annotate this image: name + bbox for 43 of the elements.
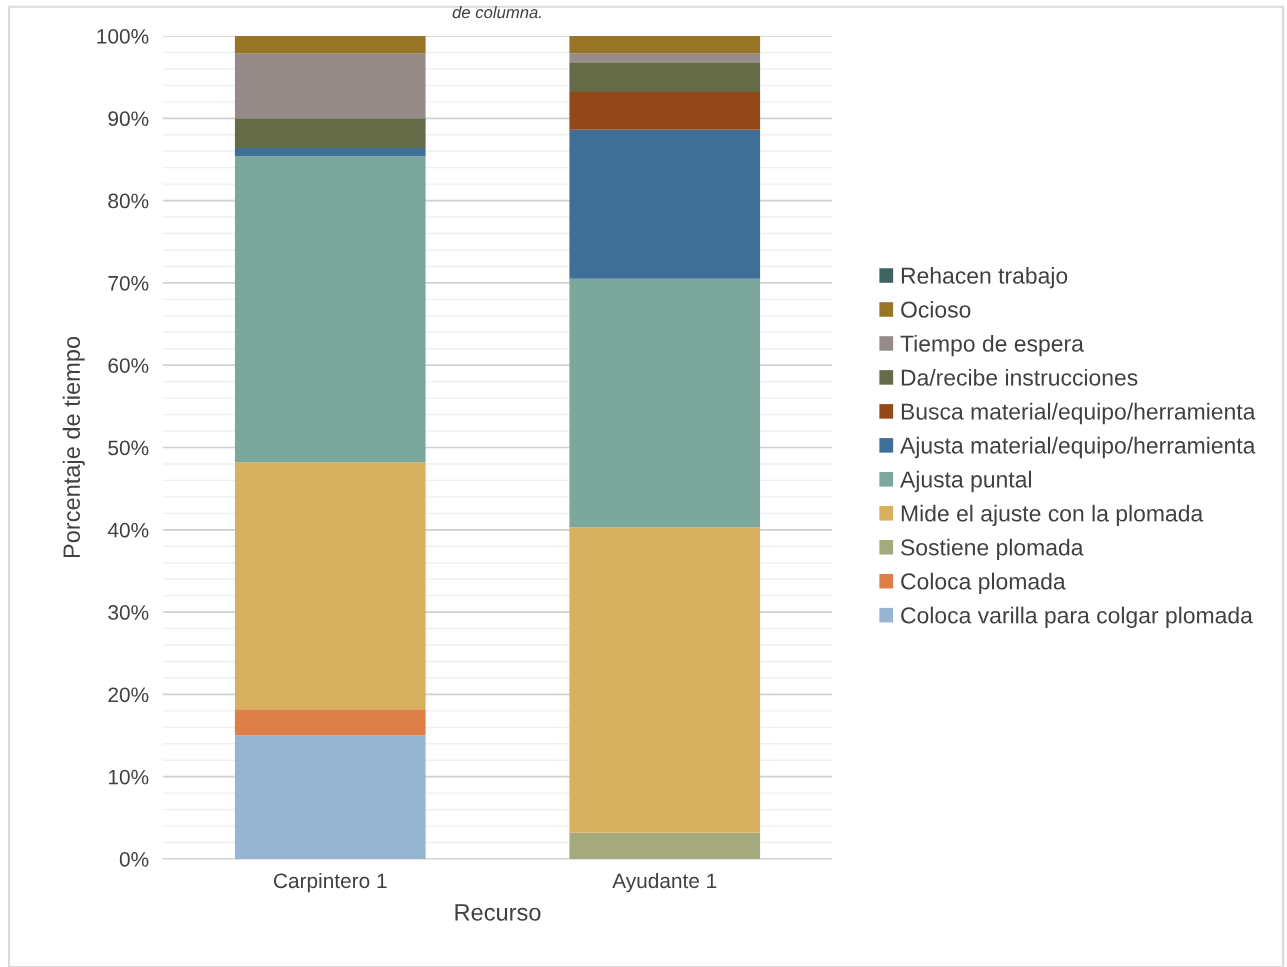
legend-label: Coloca varilla para colgar plomada bbox=[901, 606, 1253, 629]
y-tick-label: 100% bbox=[97, 29, 149, 44]
y-tick-label: 80% bbox=[108, 193, 149, 209]
y-tick-label: 20% bbox=[108, 687, 149, 703]
legend-label: Ajusta material/equipo/herramienta bbox=[900, 436, 1256, 459]
y-tick-label: 0% bbox=[119, 852, 149, 867]
bar bbox=[234, 118, 426, 148]
y-tick-label: 90% bbox=[108, 111, 149, 127]
legend-label: Ajusta puntal bbox=[900, 470, 1031, 493]
legend-label: Da/recibe instrucciones bbox=[901, 368, 1138, 386]
y-axis-title: Porcentaje de tiempo bbox=[62, 336, 85, 558]
bar bbox=[234, 53, 426, 119]
bar bbox=[569, 278, 761, 528]
legend-label: Sostiene plomada bbox=[901, 538, 1084, 561]
legend-label: Mide el ajuste con la plomada bbox=[901, 504, 1204, 527]
x-tick-label: Carpintero 1 bbox=[273, 872, 387, 893]
bar bbox=[569, 527, 761, 833]
y-tick-label: 10% bbox=[109, 769, 149, 785]
bar bbox=[234, 735, 426, 859]
bar bbox=[569, 129, 761, 279]
legend-label: Rehacen trabajo bbox=[901, 266, 1068, 289]
legend-label: Ocioso bbox=[901, 300, 971, 318]
bar bbox=[569, 53, 761, 63]
legend-label: Coloca plomada bbox=[901, 572, 1066, 595]
bar bbox=[569, 91, 761, 130]
y-tick-label: 70% bbox=[108, 275, 149, 291]
bar bbox=[234, 462, 426, 710]
legend-label: Tiempo de espera bbox=[900, 334, 1084, 357]
bar bbox=[234, 147, 426, 157]
x-axis-title: Recurso bbox=[455, 904, 541, 921]
bar bbox=[569, 36, 761, 54]
legend-label: Busca material/equipo/herramienta bbox=[901, 402, 1256, 425]
bar bbox=[569, 832, 761, 859]
y-tick-label: 50% bbox=[108, 440, 149, 456]
bar bbox=[569, 62, 761, 92]
x-tick-label: Ayudante 1 bbox=[612, 872, 717, 893]
bar bbox=[234, 709, 426, 736]
y-tick-label: 40% bbox=[107, 522, 149, 538]
bar bbox=[234, 156, 426, 463]
y-tick-label: 60% bbox=[108, 358, 149, 373]
y-tick-label: 30% bbox=[108, 605, 149, 620]
chart-title: de columna. bbox=[452, 6, 541, 19]
bar bbox=[234, 36, 426, 54]
